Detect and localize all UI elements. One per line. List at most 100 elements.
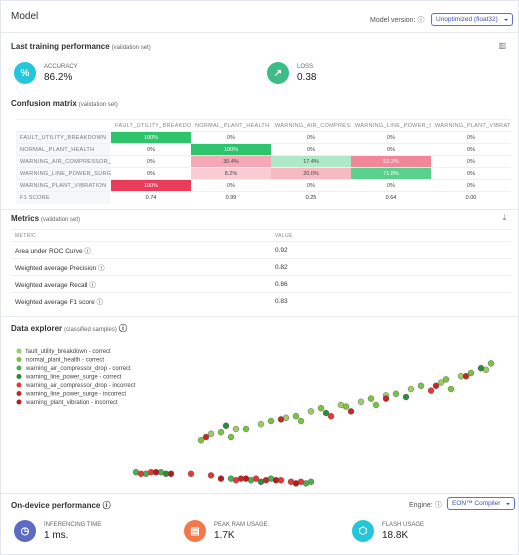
version-dropdown[interactable]: Unoptimized (float32) bbox=[431, 13, 513, 26]
legend-marker bbox=[16, 374, 22, 379]
icon: ◷ bbox=[14, 520, 36, 542]
value: 86.2% bbox=[44, 71, 73, 83]
sample-point bbox=[447, 385, 455, 393]
sample-point bbox=[442, 376, 450, 383]
legend-label: normal_plant_health - correct bbox=[26, 358, 104, 364]
corner bbox=[16, 119, 111, 132]
sample-point bbox=[322, 409, 330, 417]
sample-point bbox=[432, 382, 440, 389]
matrix-cell: 0% bbox=[271, 179, 351, 192]
title-text: Metrics bbox=[11, 214, 40, 223]
matrix-cell: 8.2% bbox=[191, 167, 271, 180]
sample-point bbox=[357, 398, 365, 406]
sample-point bbox=[207, 430, 215, 438]
sample-point bbox=[222, 422, 230, 430]
sample-point bbox=[232, 425, 240, 433]
sample-point bbox=[217, 475, 225, 482]
sample-point bbox=[297, 417, 305, 425]
sample-point bbox=[242, 475, 250, 482]
column-header: FAULT_UTILITY_BREAKDOWN bbox=[111, 119, 191, 132]
column-header: WARNING_LINE_POWER_SURGE bbox=[351, 119, 431, 132]
f1-cell: 0.25 bbox=[271, 191, 351, 204]
sample-point bbox=[262, 476, 270, 484]
sample-point bbox=[467, 369, 475, 377]
accuracy-card: % ACCURACY 86.2% bbox=[14, 62, 78, 84]
download-button[interactable]: ⤓ bbox=[502, 213, 506, 222]
legend-label: fault_utility_breakdown - correct bbox=[26, 349, 111, 355]
column-header: VALUE bbox=[271, 229, 511, 242]
label: FLASH USAGE bbox=[382, 521, 425, 528]
section-title: Data explorer (classified samples) ⓘ bbox=[11, 324, 128, 333]
sample-point bbox=[462, 373, 470, 380]
title-text: On-device performance bbox=[11, 501, 101, 510]
engine-dropdown[interactable]: EON™ Compiler bbox=[447, 497, 516, 510]
value: 0.38 bbox=[297, 71, 317, 83]
matrix-cell: 100% bbox=[111, 131, 191, 144]
matrix-row: WARNING_LINE_POWER_SURGE 0% 8.2% 20.0% 71.8%… bbox=[16, 167, 511, 180]
sample-point bbox=[372, 401, 380, 409]
legend-label: warning_plant_vibration - incorrect bbox=[25, 400, 118, 406]
header-row: METRIC VALUE bbox=[11, 229, 511, 242]
chart-icon-button[interactable]: ▥ bbox=[498, 41, 506, 50]
version-label: Model version: ⓘ bbox=[370, 17, 425, 24]
sample-point bbox=[327, 412, 335, 420]
sample-point bbox=[382, 395, 390, 402]
f1-row: F1 SCORE 0.74 0.99 0.25 0.64 0.00 bbox=[16, 191, 511, 204]
icon: ▤ bbox=[184, 520, 206, 542]
sample-point bbox=[167, 470, 175, 478]
metric-name-text: Weighted average F1 score bbox=[15, 299, 95, 307]
sample-point bbox=[417, 382, 425, 389]
info-icon: ⓘ bbox=[94, 299, 104, 307]
matrix-row: WARNING_PLANT_VIBRATION 100% 0% 0% 0% 0% bbox=[16, 179, 511, 192]
subtitle: (validation set) bbox=[78, 102, 118, 108]
subtitle: (classified samples) bbox=[64, 327, 117, 333]
matrix-row: NORMAL_PLANT_HEALTH 0% 100% 0% 0% 0% bbox=[16, 143, 511, 156]
sample-point bbox=[477, 365, 485, 372]
column-header: WARNING_PLANT_VIBRATION bbox=[431, 119, 511, 132]
sample-point bbox=[317, 404, 325, 412]
metric-name-text: Weighted average Recall bbox=[15, 282, 88, 289]
matrix-cell: 0% bbox=[431, 131, 511, 144]
f1-cell: 0.64 bbox=[351, 191, 431, 204]
metric-value: 0.82 bbox=[271, 258, 511, 276]
metric-value: 0.92 bbox=[271, 241, 511, 259]
metric-name-text: Area under ROC Curve bbox=[15, 248, 83, 255]
loss-card: ↗ LOSS 0.38 bbox=[267, 62, 316, 84]
sample-point bbox=[272, 476, 280, 484]
engine-label-text: Engine: bbox=[409, 502, 433, 509]
matrix-cell: 0% bbox=[351, 179, 431, 192]
sample-point bbox=[292, 412, 300, 420]
legend-marker bbox=[16, 365, 22, 371]
section-title: On-device performance ⓘ bbox=[11, 501, 111, 510]
info-icon: ⓘ bbox=[87, 282, 96, 289]
matrix-cell: 0% bbox=[111, 143, 191, 156]
matrix-cell: 71.8% bbox=[351, 167, 431, 180]
info-icon: ⓘ bbox=[82, 248, 91, 255]
section-title: Metrics (validation set) bbox=[11, 214, 80, 223]
sample-point bbox=[437, 379, 445, 386]
sample-point bbox=[202, 433, 210, 441]
header-row: FAULT_UTILITY_BREAKDOWNNORMAL_PLANT_HEAL… bbox=[16, 119, 511, 132]
legend-label: warning_air_compressor_drop - correct bbox=[25, 366, 131, 372]
metric-value: 0.86 bbox=[271, 275, 511, 293]
sample-point bbox=[152, 468, 160, 476]
value: 1 ms. bbox=[44, 529, 69, 541]
sample-point bbox=[252, 475, 260, 482]
label: ACCURACY bbox=[44, 63, 78, 70]
matrix-cell: 0% bbox=[111, 167, 191, 180]
f1-cell: 0.00 bbox=[431, 191, 511, 204]
matrix-cell: 30.4% bbox=[191, 155, 271, 168]
sample-point bbox=[407, 385, 415, 393]
f1-cell: 0.99 bbox=[191, 191, 271, 204]
sample-point bbox=[307, 478, 315, 486]
column-header: NORMAL_PLANT_HEALTH bbox=[191, 119, 271, 132]
matrix-cell: 100% bbox=[111, 179, 191, 192]
legend-label: warning_line_power_surge - correct bbox=[25, 375, 122, 381]
row-label: NORMAL_PLANT_HEALTH bbox=[16, 143, 111, 156]
sample-point bbox=[292, 480, 300, 487]
matrix-cell: 52.2% bbox=[351, 155, 431, 168]
metric-value: 0.83 bbox=[271, 292, 511, 310]
metrics-table: METRIC VALUE Area under ROC Curve ⓘ 0.92 Wei… bbox=[11, 229, 511, 310]
data-explorer: fault_utility_breakdown - correct normal_… bbox=[16, 348, 495, 487]
